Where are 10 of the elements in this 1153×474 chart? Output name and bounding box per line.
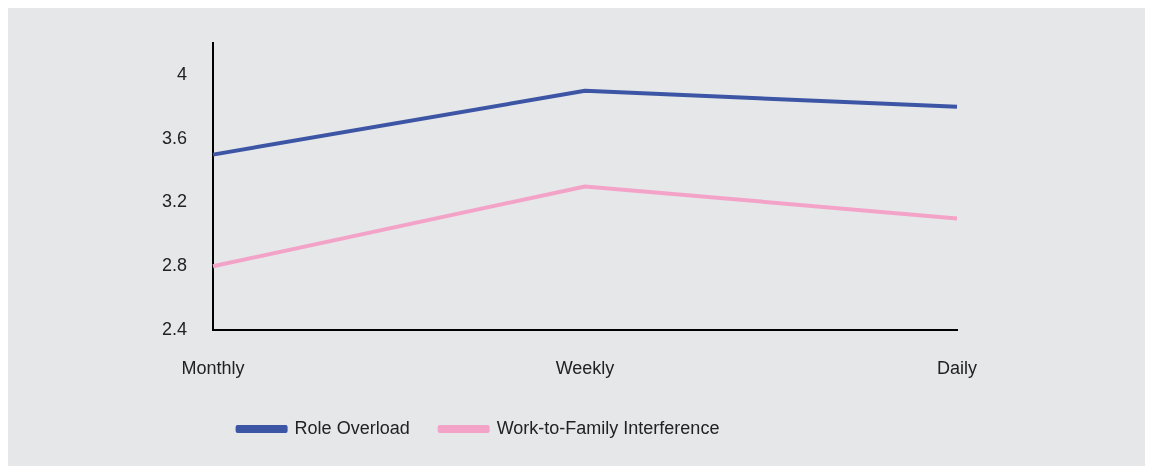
y-tick-label: 2.8 [161, 255, 187, 276]
legend-label: Role Overload [294, 417, 410, 438]
x-tick-label: Weekly [555, 357, 615, 378]
x-tick-label: Daily [936, 357, 978, 378]
x-tick-label: Monthly [181, 357, 245, 378]
y-tick-label: 3.2 [161, 191, 187, 212]
y-tick-label: 4 [176, 63, 187, 84]
y-tick-label: 3.6 [161, 127, 187, 148]
legend-label: Work-to-Family Interference [496, 417, 720, 438]
y-tick-label: 2.4 [161, 318, 187, 339]
